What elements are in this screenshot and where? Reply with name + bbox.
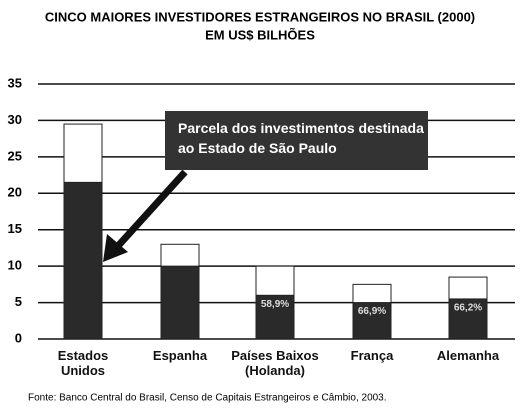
source-note: Fonte: Banco Central do Brasil, Censo de… [28, 393, 387, 404]
callout-arrow [115, 169, 188, 249]
bar-segment [352, 302, 392, 340]
x-tick-label: Estados Unidos [57, 348, 109, 378]
bar-segment [63, 123, 103, 183]
bar-segment [448, 276, 488, 300]
percent-label: 66,9% [358, 306, 386, 317]
bar-segment [448, 298, 488, 340]
bar-segment [255, 294, 295, 340]
y-tick-label: 5 [15, 294, 22, 309]
bar-segment [352, 283, 392, 304]
bar-segment [255, 265, 295, 296]
chart-subtitle: EM US$ BILHÕES [205, 27, 315, 42]
y-tick-label: 20 [8, 185, 22, 200]
y-tick-label: 25 [8, 148, 22, 163]
y-tick-label: 10 [8, 258, 22, 273]
x-tick-label: Espanha [152, 348, 208, 363]
plot-area: 0 5 10 15 20 25 30 35 58,9% 66,9% 66,2% [8, 75, 515, 345]
bar-segment [160, 265, 200, 340]
chart-title: CINCO MAIORES INVESTIDORES ESTRANGEIROS … [45, 9, 475, 24]
legend-entry: Parcela dos investimentos destinada ao E… [178, 120, 424, 156]
x-tick-label: Países Baixos (Holanda) [231, 348, 319, 378]
callout: Parcela dos investimentos destinada ao E… [103, 111, 428, 262]
percent-label: 58,9% [261, 299, 289, 310]
y-tick-label: 0 [15, 330, 22, 345]
callout-arrowhead [103, 234, 128, 262]
callout-box [165, 111, 428, 170]
bar-segment [160, 243, 200, 267]
percent-label: 66,2% [454, 303, 482, 314]
y-tick-label: 15 [8, 221, 22, 236]
x-tick-label: França [350, 348, 394, 363]
y-tick-label: 35 [8, 75, 22, 90]
x-tick-label: Alemanha [436, 348, 500, 363]
callout-text-box: Parcela dos investimentos destinada ao E… [178, 120, 424, 156]
bar-segment [63, 181, 103, 340]
y-tick-label: 30 [8, 112, 22, 127]
